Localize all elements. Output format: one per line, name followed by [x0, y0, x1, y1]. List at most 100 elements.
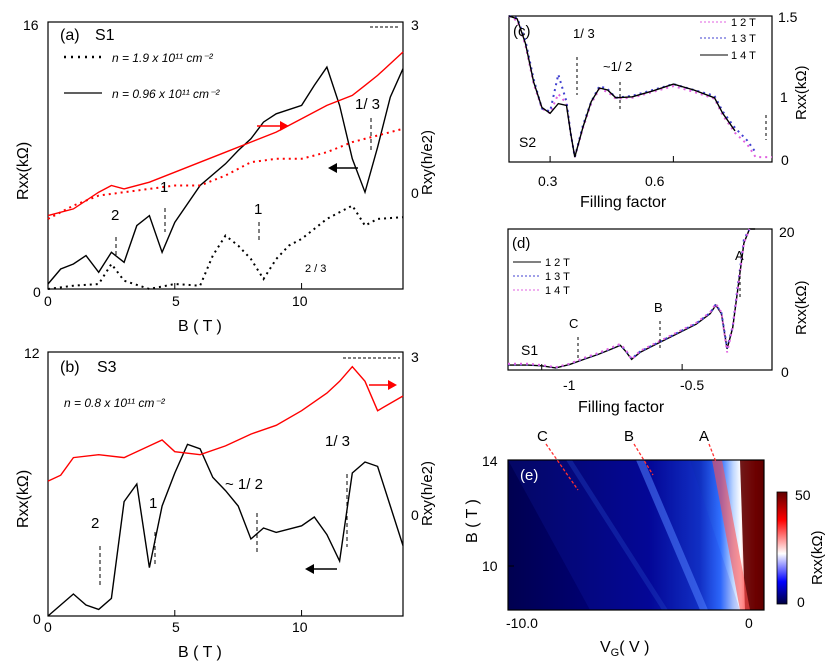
panel-c-sample: S2: [519, 134, 536, 150]
heatmap-stripe-A: [712, 460, 750, 610]
annot-e-A: A: [699, 428, 709, 445]
legend-d-14T: 1 4 T: [545, 285, 570, 297]
legend-c-14T: 1 4 T: [731, 50, 756, 62]
panel-b-label: (b): [60, 359, 80, 376]
panel-e: C B A (e) 14 10 B ( T ) -10.0 0 VG( V ) …: [464, 428, 826, 659]
heatmap-blue-fan: [508, 460, 740, 610]
panel-d-ylabel: Rxx(kΩ): [793, 280, 810, 335]
annot-d-C: C: [569, 316, 578, 331]
annot-b-1: 1: [149, 495, 157, 512]
heatmap-frame: [507, 459, 765, 611]
panel-a-y-tick-16: 16: [23, 17, 39, 33]
panel-e-label: (e): [520, 467, 538, 484]
annot-a-1-second: 1: [254, 201, 262, 218]
annot-d-A: A: [735, 248, 744, 263]
panel-d-x-tick-m1: -1: [563, 377, 576, 393]
panel-b-ticks: [47, 610, 303, 616]
panel-b-x-tick-0: 0: [44, 619, 52, 635]
panel-e-ylabel: B ( T ): [464, 499, 481, 543]
legend-d-13T: 1 3 T: [545, 271, 570, 283]
panel-b-series: [47, 365, 404, 617]
panel-b-frame: [47, 351, 404, 617]
arrow-a-black-head: [328, 163, 337, 173]
annot-d-B: B: [654, 300, 663, 315]
legend-c-13T: 1 3 T: [731, 33, 756, 45]
panel-d-yr-tick-0: 0: [781, 364, 789, 380]
arrow-b-black-head: [305, 564, 314, 574]
panel-a-ylabel-right: Rxy(h/e2): [419, 130, 436, 195]
panel-c-yr-tick-1: 1: [780, 89, 788, 105]
legend-c-12T: 1 2 T: [731, 17, 756, 29]
panel-a-x-tick-0: 0: [44, 293, 52, 309]
annot-a-2-3: 2 / 3: [305, 263, 326, 275]
legend-dotted-text: n = 1.9 x 10¹¹ cm⁻²: [112, 51, 214, 65]
panel-e-x-tick-0: 0: [745, 615, 753, 631]
colorbar-tick-50: 50: [795, 487, 811, 503]
arrow-a-red-head: [280, 121, 289, 131]
panel-b-y-tick-12: 12: [24, 345, 40, 361]
annot-a-2: 2: [111, 207, 119, 224]
panel-d-x-tick-m05: -0.5: [680, 377, 704, 393]
panel-b-yr-tick-0: 0: [411, 507, 419, 523]
annot-b-half: ~ 1/ 2: [225, 476, 263, 493]
panel-c-label: (c): [513, 23, 531, 40]
panel-c-series: [508, 15, 772, 159]
panel-a-yr-tick-0: 0: [411, 185, 419, 201]
panel-e-y-tick-14: 14: [482, 453, 498, 469]
panel-a-frame: [47, 21, 404, 290]
panel-a-series-3: [47, 127, 404, 220]
panel-a-x-tick-5: 5: [172, 293, 180, 309]
panel-a-series: [47, 51, 404, 291]
panel-d-yr-tick-20: 20: [779, 224, 795, 240]
colorbar-tick-0: 0: [797, 594, 805, 610]
panel-a-x-tick-10: 10: [292, 293, 308, 309]
panel-c-series-2: [508, 15, 736, 158]
annot-e-A-line: [708, 443, 717, 463]
panel-d-series-1: [508, 228, 751, 369]
annot-a-1-3: 1/ 3: [355, 96, 380, 113]
panel-a-series-0: [47, 65, 404, 285]
panel-b-ylabel-right: Rxy(h/e2): [419, 461, 436, 526]
panel-e-xlabel-sub: G: [611, 647, 620, 659]
panel-e-xlabel-v: V: [600, 639, 611, 656]
panel-c: (c) S2 1/ 3 ~1/ 2 1 2 T 1 3 T 1 4 T 0.3 …: [508, 9, 810, 211]
annot-b-2: 2: [91, 515, 99, 532]
panel-c-xlabel: Filling factor: [580, 194, 667, 211]
panel-c-yr-tick-0: 0: [781, 152, 789, 168]
panel-b-x-tick-5: 5: [172, 619, 180, 635]
panel-e-xlabel-unit: ( V ): [619, 639, 649, 656]
panel-b-x-tick-10: 10: [292, 619, 308, 635]
panel-d-series-0: [508, 228, 756, 369]
panel-c-x-tick-06: 0.6: [645, 173, 665, 189]
heatmap-white-region: [740, 460, 764, 610]
panel-a-yr-tick-3: 3: [411, 17, 419, 33]
panel-b-y-tick-0: 0: [33, 611, 41, 627]
panel-d-ticks: [541, 364, 683, 370]
panel-a-y-tick-0: 0: [33, 284, 41, 300]
panel-b-xlabel: B ( T ): [178, 644, 222, 661]
panel-c-frame: [508, 15, 773, 163]
panel-d-frame: [507, 228, 773, 371]
panel-a-ylabel-left: Rxx(kΩ): [15, 142, 32, 200]
annot-c-1-3: 1/ 3: [573, 26, 595, 41]
legend-solid-text: n = 0.96 x 10¹¹ cm⁻²: [112, 87, 220, 101]
panel-b-series-0: [47, 443, 404, 617]
annot-e-C: C: [537, 428, 548, 445]
panel-d-series-2: [508, 228, 751, 369]
panel-e-y-tick-10: 10: [482, 558, 498, 574]
panel-a-sample: S1: [95, 27, 115, 44]
panel-b-ylabel-left: Rxx(kΩ): [15, 470, 32, 528]
panel-d-series: [508, 228, 756, 369]
panel-e-xlabel: VG( V ): [600, 639, 649, 659]
colorbar-label: Rxx(kΩ): [809, 530, 826, 585]
arrow-b-red-head: [388, 380, 397, 390]
panel-a-series-2: [47, 51, 404, 217]
annot-a-1-first: 1: [160, 179, 168, 196]
panel-b-series-1: [47, 365, 404, 482]
colorbar: [776, 491, 788, 605]
panel-c-x-tick-03: 0.3: [538, 173, 558, 189]
annot-e-B: B: [624, 428, 634, 445]
legend-d-12T: 1 2 T: [545, 257, 570, 269]
annot-e-C-line: [545, 443, 579, 491]
